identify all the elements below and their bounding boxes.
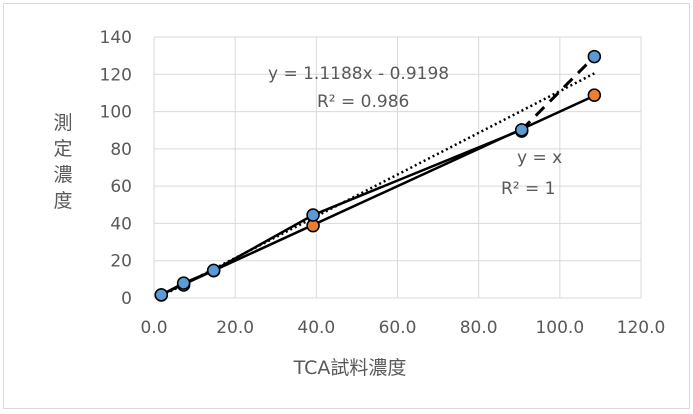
y-axis-title-char: 濃 [53,164,72,186]
tick-labels: 0 20 40 60 80 100 120 140 0.0 20.0 40.0 60.0 80.0 100… [100,28,666,338]
y-tick-label: 40 [110,214,132,234]
x-tick-label: 80.0 [460,318,498,338]
x-tick-label: 120.0 [617,318,666,338]
trendline-equation-2: y = x [517,148,562,168]
y-tick-label: 80 [110,140,132,160]
x-axis-title: TCA試料濃度 [293,357,407,379]
axes [153,37,641,299]
y-tick-label: 120 [100,65,132,85]
y-tick-label: 60 [110,177,132,197]
trendline-r2-1: R² = 0.986 [317,92,409,112]
grid [154,36,642,298]
series-group [154,49,602,302]
x-tick-label: 0.0 [140,318,167,338]
x-tick-label: 20.0 [216,318,254,338]
chart-area: 0 20 40 60 80 100 120 140 0.0 20.0 40.0 60.0 80.0 100… [3,3,690,409]
data-point-series-1 [514,123,529,137]
y-axis-title-char: 度 [53,190,72,212]
y-axis-title-char: 定 [53,138,72,160]
y-axis-title-char: 測 [53,112,72,134]
y-tick-label: 140 [100,28,132,48]
trendline-equation-1: y = 1.1188x - 0.9198 [268,64,449,84]
y-tick-label: 0 [121,289,132,309]
data-point-series-1 [306,208,320,222]
data-point-series-1 [206,263,221,278]
trendline-r2-2: R² = 1 [501,179,556,199]
chart-svg: 0 20 40 60 80 100 120 140 0.0 20.0 40.0 60.0 80.0 100… [53,28,666,379]
annotations: y = 1.1188x - 0.9198 R² = 0.986 y = x R²… [268,64,562,199]
data-point-series-1 [176,276,191,290]
y-tick-label: 20 [110,252,132,272]
y-tick-label: 100 [100,103,132,123]
x-tick-label: 100.0 [535,318,584,338]
data-point-series-2 [587,88,602,102]
x-tick-label: 60.0 [379,318,417,338]
x-tick-label: 40.0 [297,318,335,338]
data-point-series-1 [587,49,602,64]
data-point-series-1 [154,288,169,302]
series-line-segment [520,55,596,131]
